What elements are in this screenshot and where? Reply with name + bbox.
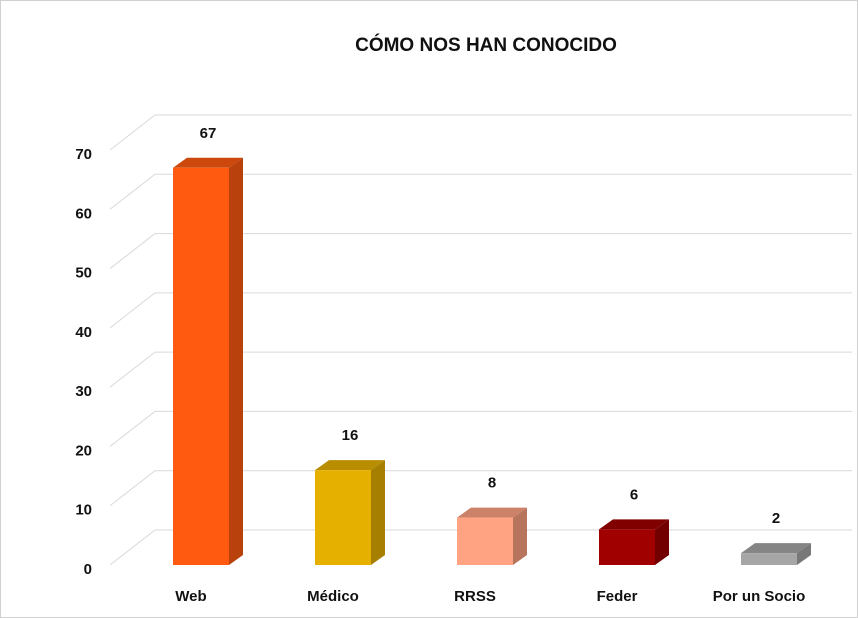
bar — [315, 470, 371, 565]
value-label: 67 — [200, 125, 217, 142]
bar-top — [173, 157, 243, 168]
y-tick-label: 10 — [75, 502, 92, 519]
x-tick-label: RRSS — [454, 588, 496, 605]
value-label: 8 — [488, 475, 496, 492]
bar-side — [655, 519, 669, 565]
y-tick-label: 60 — [75, 205, 92, 222]
bar-side — [229, 157, 243, 566]
bar — [741, 553, 797, 565]
bar-side — [371, 460, 385, 565]
value-label: 16 — [342, 427, 359, 444]
grid-line-depth — [109, 233, 156, 269]
value-label: 2 — [772, 510, 780, 527]
chart-title: CÓMO NOS HAN CONOCIDO — [355, 34, 617, 56]
grid-line-depth — [109, 470, 156, 507]
grid-line-depth — [109, 529, 156, 566]
x-tick-label: Médico — [307, 588, 359, 605]
y-tick-label: 70 — [75, 146, 92, 163]
bar-top — [315, 460, 385, 471]
y-tick-label: 40 — [75, 324, 92, 341]
y-tick-label: 20 — [75, 442, 92, 459]
grid-line-depth — [109, 173, 156, 210]
grid-line-depth — [109, 114, 156, 151]
y-tick-label: 30 — [75, 383, 92, 400]
grid-line-depth — [109, 351, 156, 388]
bar-side — [797, 543, 811, 565]
bar-top — [741, 543, 811, 554]
grid-line-depth — [109, 411, 156, 447]
grid-line-depth — [109, 292, 156, 329]
bar — [599, 529, 655, 565]
bar-top — [599, 519, 669, 530]
y-tick-label: 0 — [84, 561, 92, 578]
x-tick-label: Por un Socio — [713, 588, 806, 605]
y-tick-label: 50 — [75, 265, 92, 282]
bar — [173, 167, 229, 566]
bar-side — [513, 507, 527, 565]
value-label: 6 — [630, 486, 638, 503]
x-tick-label: Web — [175, 588, 206, 605]
bar — [457, 517, 513, 565]
x-tick-label: Feder — [597, 588, 638, 605]
bar-top — [457, 507, 527, 518]
